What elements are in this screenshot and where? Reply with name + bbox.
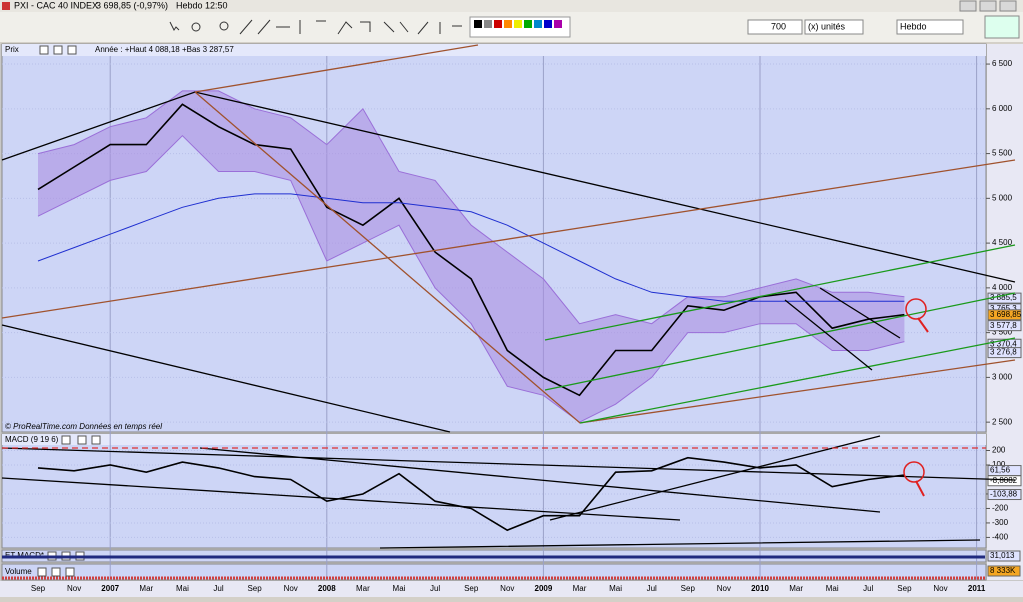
x-tick-label: Sep: [31, 584, 46, 593]
etmacd-tag: 31,013: [990, 551, 1015, 560]
x-tick-label: Sep: [464, 584, 479, 593]
x-tick-label: Nov: [933, 584, 947, 593]
price-tag: [987, 475, 1022, 487]
x-tick-label: Sep: [247, 584, 262, 593]
y-tick-label: 200: [992, 446, 1006, 455]
x-tick-label: Mai: [826, 584, 839, 593]
units-select[interactable]: [804, 19, 864, 35]
chart-icon[interactable]: [984, 15, 1020, 39]
x-tick-label: 2010: [751, 584, 769, 593]
close[interactable]: [999, 0, 1017, 12]
x-tick-label: Jul: [647, 584, 657, 593]
x-tick-label: Sep: [897, 584, 912, 593]
volume-title: Volume: [5, 567, 32, 576]
timeframe-select[interactable]: [896, 19, 964, 35]
y-tick-label: 6 500: [992, 59, 1013, 68]
tool-icons: [169, 19, 462, 35]
timeframe: Hebdo: [900, 21, 927, 31]
price-title: Prix: [5, 45, 19, 54]
price-header: [2, 44, 986, 56]
price-info: Année : +Haut 4 088,18 +Bas 3 287,57: [95, 45, 234, 54]
price-tag: [987, 347, 1022, 359]
maximize[interactable]: [979, 0, 997, 12]
series-line: [37, 134, 905, 423]
y-tick-label: 4 000: [992, 283, 1013, 292]
window-title: PXI - CAC 40 INDEX: [14, 0, 98, 10]
title-bar: [0, 0, 1023, 12]
minimize[interactable]: [959, 0, 977, 12]
units-label: (x) unités: [808, 21, 846, 31]
y-tick-label: 100: [992, 460, 1006, 469]
y-tick-label: -400: [992, 533, 1009, 542]
macd-plot: [1, 433, 987, 549]
y-tick-label: 4 500: [992, 238, 1013, 247]
x-tick-label: Jul: [430, 584, 440, 593]
x-tick-label: 2009: [535, 584, 553, 593]
macd-header: [2, 434, 986, 445]
y-tick-label: 6 000: [992, 104, 1013, 113]
x-tick-label: Sep: [681, 584, 696, 593]
etmacd-tag-box: [987, 550, 1021, 562]
x-axis: [0, 581, 1023, 597]
app-icon: [2, 2, 10, 10]
units-value: 700: [771, 21, 786, 31]
macd-title: MACD (9 19 6): [5, 435, 59, 444]
x-tick-label: Jul: [213, 584, 223, 593]
x-tick-label: 2008: [318, 584, 336, 593]
price-tag-label: 3 765,3: [990, 304, 1017, 313]
price-tag-label: 3 276,8: [990, 348, 1017, 357]
trendlines: [1, 44, 1016, 580]
x-tick-label: Mar: [356, 584, 370, 593]
volume-tag: 8 333K: [990, 566, 1016, 575]
x-tick-label: Mai: [393, 584, 406, 593]
volume-plot: [1, 563, 987, 581]
price-tag-label: 3 698,85: [990, 310, 1022, 319]
series-line: [37, 456, 905, 532]
period: Hebdo 12:50: [176, 0, 228, 10]
footer: © ProRealTime.com Données en temps réel: [5, 422, 162, 431]
price-tag: [987, 320, 1022, 332]
x-tick-label: Mar: [789, 584, 803, 593]
volume-tag-box: [987, 565, 1021, 577]
price-tag-label: -8,8082: [990, 476, 1018, 485]
price-tag-label: 3 885,5: [990, 293, 1017, 302]
price-tag-label: 3 370,4: [990, 339, 1017, 348]
x-tick-label: Mai: [176, 584, 189, 593]
units-input[interactable]: [747, 19, 803, 35]
x-tick-label: Nov: [67, 584, 81, 593]
x-tick-label: 2011: [968, 584, 986, 593]
price-plot: [1, 43, 987, 433]
y-tick-label: -200: [992, 504, 1009, 513]
x-tick-label: Mai: [609, 584, 622, 593]
quote: 3 698,85 (-0,97%): [96, 0, 168, 10]
price-tag-label: -103,88: [990, 490, 1018, 499]
price-tag: [987, 309, 1022, 321]
series-line: [37, 193, 905, 302]
x-tick-label: Mar: [139, 584, 153, 593]
price-tag-label: 3 577,8: [990, 321, 1017, 330]
y-tick-label: 2 500: [992, 417, 1013, 426]
price-tag-label: 61,56: [990, 466, 1011, 475]
y-tick-label: 3 000: [992, 372, 1013, 381]
series-line: [37, 90, 905, 325]
y-tick-label: 5 000: [992, 193, 1013, 202]
price-tag: [987, 489, 1022, 501]
y-tick-label: -300: [992, 518, 1009, 527]
y-tick-label: 3 500: [992, 328, 1013, 337]
x-tick-label: Jul: [863, 584, 873, 593]
bollinger-band: [38, 90, 905, 423]
x-tick-label: Nov: [284, 584, 298, 593]
x-tick-label: Nov: [500, 584, 514, 593]
x-tick-label: 2007: [101, 584, 119, 593]
y-tick-label: 5 500: [992, 149, 1013, 158]
x-tick-label: Mar: [573, 584, 587, 593]
color-palette[interactable]: [469, 16, 571, 38]
x-tick-label: Nov: [717, 584, 731, 593]
